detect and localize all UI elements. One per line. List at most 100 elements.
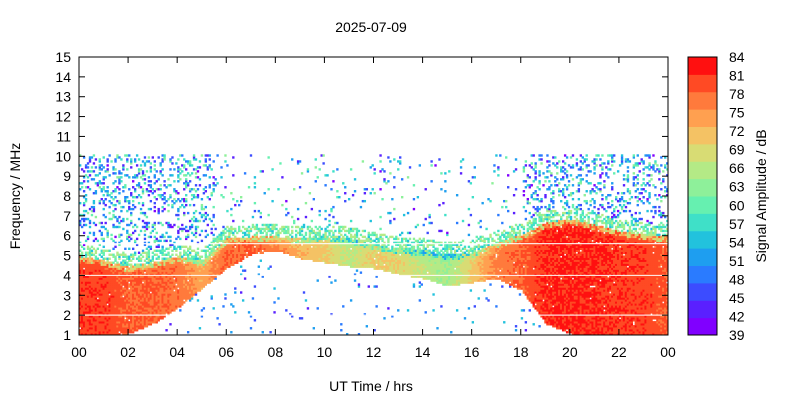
heatmap-cell xyxy=(173,257,176,260)
heatmap-cell xyxy=(185,263,188,266)
heatmap-cell xyxy=(296,249,300,252)
heatmap-cell xyxy=(130,273,133,276)
heatmap-cell xyxy=(342,243,345,247)
heatmap-cell xyxy=(139,307,143,310)
heatmap-cell xyxy=(320,239,323,243)
heatmap-cell xyxy=(381,265,384,268)
heatmap-cell xyxy=(196,259,200,262)
heatmap-cell xyxy=(310,227,314,231)
heatmap-cell xyxy=(94,299,98,302)
heatmap-cell xyxy=(320,253,323,256)
heatmap-cell xyxy=(379,261,382,264)
heatmap-cell xyxy=(255,241,259,245)
heatmap-cell xyxy=(177,231,180,235)
heatmap-cell xyxy=(267,213,270,217)
heatmap-cell xyxy=(432,277,435,280)
heatmap-cell xyxy=(167,295,170,298)
heatmap-cell xyxy=(253,186,257,189)
heatmap-cell xyxy=(316,243,319,247)
heatmap-cell xyxy=(130,321,133,324)
heatmap-cell xyxy=(133,188,137,191)
heatmap-cell xyxy=(269,239,272,243)
heatmap-cell xyxy=(94,301,98,304)
heatmap-cell xyxy=(186,182,190,185)
heatmap-cell xyxy=(98,301,101,304)
heatmap-cell xyxy=(436,327,439,330)
heatmap-cell xyxy=(118,319,121,322)
heatmap-cell xyxy=(124,281,127,284)
heatmap-cell xyxy=(147,255,151,258)
heatmap-cell xyxy=(84,289,88,292)
heatmap-cell xyxy=(79,281,82,284)
heatmap-cell xyxy=(393,271,396,274)
heatmap-cell xyxy=(122,319,125,322)
heatmap-cell xyxy=(247,233,251,237)
heatmap-cell xyxy=(114,158,117,161)
heatmap-cell xyxy=(245,237,249,241)
heatmap-cell xyxy=(234,259,237,262)
heatmap-cell xyxy=(153,267,156,270)
heatmap-cell xyxy=(190,279,194,282)
heatmap-cell xyxy=(118,307,121,310)
heatmap-cell xyxy=(88,156,92,159)
heatmap-cell xyxy=(102,309,105,312)
heatmap-cell xyxy=(383,243,386,247)
heatmap-cell xyxy=(106,164,109,167)
heatmap-cell xyxy=(391,265,394,268)
heatmap-cell xyxy=(173,265,176,268)
heatmap-cell xyxy=(206,154,209,157)
heatmap-cell xyxy=(357,333,361,335)
heatmap-cell xyxy=(128,297,131,300)
heatmap-cell xyxy=(285,207,288,211)
heatmap-cell xyxy=(404,271,408,274)
heatmap-cell xyxy=(79,275,82,278)
heatmap-cell xyxy=(155,319,158,322)
heatmap-cell xyxy=(94,265,98,268)
heatmap-cell xyxy=(139,291,143,294)
heatmap-cell xyxy=(151,269,154,272)
heatmap-cell xyxy=(426,259,429,262)
heatmap-cell xyxy=(177,285,180,288)
heatmap-cell xyxy=(149,301,153,304)
heatmap-cell xyxy=(279,243,282,247)
heatmap-cell xyxy=(122,168,125,171)
heatmap-cell xyxy=(363,249,367,252)
heatmap-cell xyxy=(253,227,257,231)
heatmap-cell xyxy=(367,257,370,260)
heatmap-cell xyxy=(110,307,113,310)
heatmap-cell xyxy=(400,273,404,276)
heatmap-cell xyxy=(271,231,274,235)
heatmap-cell xyxy=(289,241,292,245)
heatmap-cell xyxy=(194,263,198,266)
heatmap-cell xyxy=(228,239,231,243)
heatmap-cell xyxy=(298,186,302,189)
heatmap-cell xyxy=(332,261,335,264)
heatmap-cell xyxy=(86,303,90,306)
heatmap-cell xyxy=(147,235,151,239)
heatmap-cell xyxy=(365,249,369,252)
heatmap-cell xyxy=(137,309,141,312)
heatmap-cell xyxy=(251,225,255,229)
heatmap-cell xyxy=(79,313,82,316)
heatmap-cell xyxy=(159,299,162,302)
heatmap-cell xyxy=(373,261,376,264)
heatmap-cell xyxy=(92,305,96,308)
heatmap-cell xyxy=(100,279,103,282)
heatmap-cell xyxy=(234,237,237,241)
heatmap-cell xyxy=(381,233,384,237)
heatmap-cell xyxy=(261,331,264,334)
heatmap-cell xyxy=(181,257,184,260)
heatmap-cell xyxy=(281,225,284,229)
heatmap-cell xyxy=(312,239,315,243)
heatmap-cell xyxy=(114,291,117,294)
heatmap-cell xyxy=(346,257,349,260)
heatmap-cell xyxy=(124,289,127,292)
heatmap-cell xyxy=(430,259,433,262)
heatmap-cell xyxy=(82,327,86,330)
heatmap-cell xyxy=(96,271,100,274)
heatmap-cell xyxy=(118,271,121,274)
heatmap-cell xyxy=(126,231,129,235)
heatmap-cell xyxy=(116,307,119,310)
heatmap-cell xyxy=(98,299,101,302)
heatmap-cell xyxy=(147,307,151,310)
